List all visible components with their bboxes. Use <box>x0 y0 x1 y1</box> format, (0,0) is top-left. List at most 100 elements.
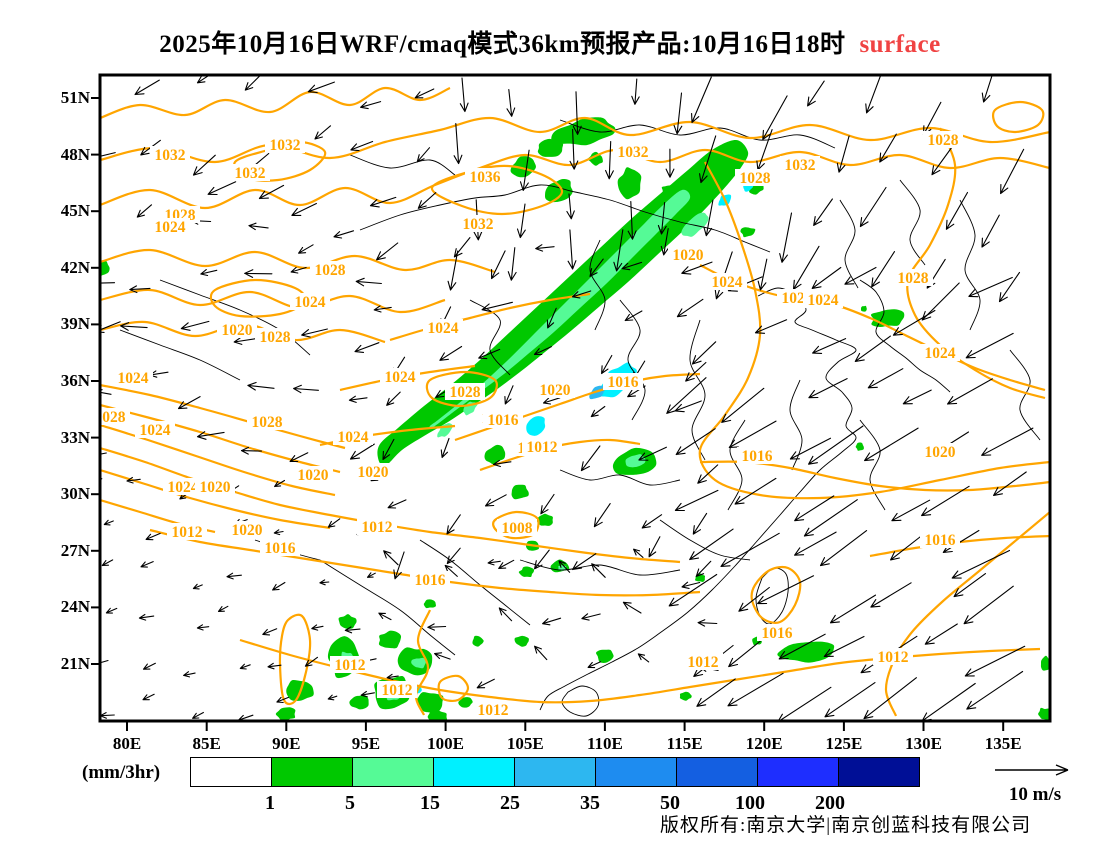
svg-text:1016: 1016 <box>762 625 793 642</box>
lat-label-36N: 36N <box>60 371 90 390</box>
svg-text:1012: 1012 <box>688 654 719 671</box>
svg-text:1012: 1012 <box>172 524 203 541</box>
svg-text:1012: 1012 <box>362 519 393 536</box>
svg-text:1020: 1020 <box>200 479 231 496</box>
title-main: 2025年10月16日WRF/cmaq模式36km预报产品:10月16日18时 <box>159 31 846 58</box>
legend-unit-label: (mm/3hr) <box>82 762 161 783</box>
lon-label-135E: 135E <box>984 734 1022 753</box>
svg-text:1020: 1020 <box>222 322 253 339</box>
wind-layer <box>100 75 1034 721</box>
legend-tick-35: 35 <box>580 792 600 814</box>
svg-text:1028: 1028 <box>740 170 771 187</box>
lat-label-33N: 33N <box>60 427 90 447</box>
svg-text:1012: 1012 <box>335 657 366 674</box>
lon-label-90E: 90E <box>272 734 301 753</box>
legend-tick-100: 100 <box>735 792 765 814</box>
legend-tick-50: 50 <box>660 792 680 814</box>
svg-text:1024: 1024 <box>155 219 186 236</box>
copyright-text: 版权所有:南京大学|南京创蓝科技有限公司 <box>660 815 1032 836</box>
title-tag: surface <box>859 31 941 58</box>
lat-label-51N: 51N <box>60 88 90 107</box>
svg-text:1020: 1020 <box>540 382 571 399</box>
svg-text:1024: 1024 <box>118 370 149 387</box>
lon-label-130E: 130E <box>905 734 942 753</box>
legend-cell-4 <box>515 757 596 787</box>
legend-cell-0 <box>190 757 272 787</box>
svg-text:1032: 1032 <box>155 147 186 164</box>
svg-text:1020: 1020 <box>358 464 389 481</box>
lon-label-100E: 100E <box>427 734 465 753</box>
lat-label-48N: 48N <box>60 144 90 164</box>
svg-text:1016: 1016 <box>488 412 519 429</box>
svg-text:1024: 1024 <box>712 274 743 291</box>
svg-text:1012: 1012 <box>527 439 558 456</box>
svg-text:1016: 1016 <box>925 532 956 549</box>
lon-label-120E: 120E <box>745 734 783 753</box>
svg-text:1020: 1020 <box>673 247 704 264</box>
svg-text:1016: 1016 <box>742 448 773 465</box>
lat-label-45N: 45N <box>60 201 90 221</box>
page-title: 2025年10月16日WRF/cmaq模式36km预报产品:10月16日18时 s… <box>0 24 1100 60</box>
legend-cell-1 <box>272 757 353 787</box>
svg-text:1028: 1028 <box>898 270 929 287</box>
svg-text:1032: 1032 <box>785 157 816 174</box>
legend-cell-5 <box>596 757 677 787</box>
svg-text:1012: 1012 <box>878 649 909 666</box>
lat-label-30N: 30N <box>60 484 90 504</box>
legend-tick-1: 1 <box>265 792 275 814</box>
svg-text:1020: 1020 <box>925 444 956 461</box>
lat-label-21N: 21N <box>60 654 90 673</box>
lat-label-39N: 39N <box>60 314 90 334</box>
precip-layer <box>100 117 1050 721</box>
svg-text:1012: 1012 <box>382 682 413 699</box>
svg-text:1024: 1024 <box>140 422 171 439</box>
map-frame <box>98 73 1052 723</box>
svg-text:1024: 1024 <box>338 429 369 446</box>
svg-text:1032: 1032 <box>270 137 301 154</box>
svg-text:1032: 1032 <box>463 216 494 233</box>
legend-tick-15: 15 <box>420 792 440 814</box>
lon-label-95E: 95E <box>351 734 381 753</box>
lat-label-24N: 24N <box>60 597 90 617</box>
svg-text:1028: 1028 <box>315 262 346 279</box>
svg-text:1024: 1024 <box>295 294 326 311</box>
svg-text:1032: 1032 <box>235 165 266 182</box>
legend-tick-5: 5 <box>345 792 355 814</box>
svg-text:1016: 1016 <box>265 540 296 557</box>
svg-text:1028: 1028 <box>260 329 291 346</box>
svg-text:1024: 1024 <box>168 479 199 496</box>
svg-text:1024: 1024 <box>925 345 956 362</box>
svg-text:1024: 1024 <box>385 369 416 386</box>
lon-label-115E: 115E <box>666 734 703 753</box>
lat-label-27N: 27N <box>60 540 90 560</box>
legend-cell-7 <box>758 757 839 787</box>
lat-label-42N: 42N <box>60 257 90 277</box>
svg-text:1028: 1028 <box>450 384 481 401</box>
svg-text:1008: 1008 <box>502 520 533 537</box>
legend-cell-6 <box>677 757 758 787</box>
lon-label-105E: 105E <box>506 734 544 753</box>
lon-label-80E: 80E <box>112 734 142 753</box>
axis-ticks <box>91 97 1005 731</box>
svg-text:1020: 1020 <box>232 522 263 539</box>
lon-label-110E: 110E <box>586 734 623 753</box>
legend-cell-2 <box>353 757 434 787</box>
wind-scale-arrow <box>995 764 1069 776</box>
svg-text:1016: 1016 <box>608 374 639 391</box>
wind-scale-label: 10 m/s <box>1008 784 1062 805</box>
precip-colorbar <box>190 757 920 787</box>
legend-cell-3 <box>434 757 515 787</box>
svg-text:1016: 1016 <box>415 572 446 589</box>
svg-text:1024: 1024 <box>428 320 459 337</box>
svg-text:1028: 1028 <box>928 132 959 149</box>
svg-text:1024: 1024 <box>808 292 839 309</box>
svg-text:1028: 1028 <box>95 409 126 426</box>
lon-label-125E: 125E <box>825 734 863 753</box>
lon-label-85E: 85E <box>192 734 221 753</box>
svg-text:1020: 1020 <box>298 467 329 484</box>
svg-text:1032: 1032 <box>618 144 649 161</box>
